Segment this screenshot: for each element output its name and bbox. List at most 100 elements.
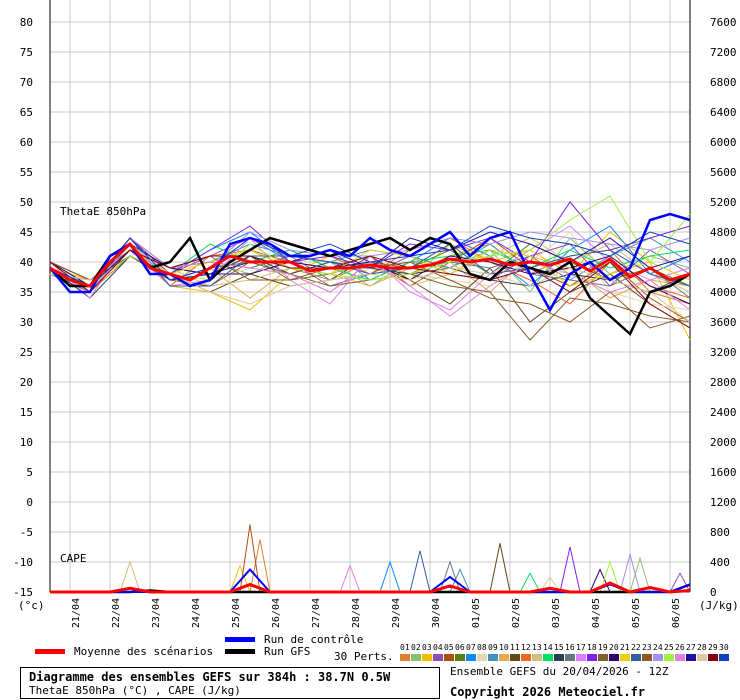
legend-gfs-label: Run GFS bbox=[264, 645, 311, 658]
left-tick-label: 65 bbox=[20, 106, 33, 119]
pert-03-cape-line bbox=[50, 564, 690, 593]
pert-legend-swatch bbox=[455, 654, 465, 661]
right-tick-label: 3600 bbox=[710, 316, 737, 329]
left-tick-label: 75 bbox=[20, 46, 33, 59]
right-tick-label: 6000 bbox=[710, 136, 737, 149]
x-tick-label: 23/04 bbox=[151, 598, 162, 628]
x-tick-label: 01/05 bbox=[471, 598, 482, 628]
pert-legend-swatch bbox=[609, 654, 619, 661]
pert-legend-swatch bbox=[444, 654, 454, 661]
pert-legend-number: 06 bbox=[455, 643, 465, 652]
pert-legend-swatch bbox=[587, 654, 597, 661]
pert-legend-number: 16 bbox=[565, 643, 575, 652]
left-tick-label: 25 bbox=[20, 346, 33, 359]
right-tick-label: 800 bbox=[710, 526, 730, 539]
left-tick-label: 50 bbox=[20, 196, 33, 209]
pert-legend-swatch bbox=[719, 654, 729, 661]
x-tick-label: 02/05 bbox=[511, 598, 522, 628]
pert-legend-number: 15 bbox=[554, 643, 564, 652]
right-tick-label: 4800 bbox=[710, 226, 737, 239]
pert-07-cape-line bbox=[50, 560, 690, 593]
left-axis-unit: (°c) bbox=[18, 599, 45, 612]
pert-legend-swatch bbox=[543, 654, 553, 661]
pert-legend-number: 03 bbox=[422, 643, 432, 652]
pert-legend-number: 22 bbox=[631, 643, 641, 652]
right-tick-label: 2000 bbox=[710, 436, 737, 449]
x-tick-label: 27/04 bbox=[311, 598, 322, 628]
x-tick-label: 30/04 bbox=[431, 598, 442, 628]
x-tick-label: 28/04 bbox=[351, 598, 362, 628]
right-tick-label: 3200 bbox=[710, 346, 737, 359]
pert-legend-swatch bbox=[466, 654, 476, 661]
pert-legend-swatch bbox=[576, 654, 586, 661]
right-tick-label: 0 bbox=[710, 586, 717, 599]
pert-legend-swatch bbox=[411, 654, 421, 661]
x-tick-label: 25/04 bbox=[231, 598, 242, 628]
pert-legend-number: 28 bbox=[697, 643, 707, 652]
pert-24-cape-line bbox=[50, 552, 690, 593]
mean-cape-line bbox=[50, 581, 691, 594]
pert-legend-swatch bbox=[708, 654, 718, 661]
pert-legend-number: 14 bbox=[543, 643, 553, 652]
legend-mean-label: Moyenne des scénarios bbox=[74, 645, 214, 658]
left-tick-label: 10 bbox=[20, 436, 33, 449]
right-tick-label: 7600 bbox=[710, 16, 737, 29]
pert-22-cape-line bbox=[50, 550, 690, 593]
right-tick-label: 6800 bbox=[710, 76, 737, 89]
pert-legend-number: 04 bbox=[433, 643, 443, 652]
left-tick-label: 55 bbox=[20, 166, 33, 179]
left-tick-label: 35 bbox=[20, 286, 33, 299]
left-tick-label: 40 bbox=[20, 256, 33, 269]
pert-legend-number: 25 bbox=[664, 643, 674, 652]
pert-legend-swatch bbox=[653, 654, 663, 661]
pert-legend-swatch bbox=[642, 654, 652, 661]
left-tick-label: -15 bbox=[13, 586, 33, 599]
legend-control-swatch bbox=[225, 637, 255, 642]
pert-legend-swatch bbox=[532, 654, 542, 661]
left-tick-label: 70 bbox=[20, 76, 33, 89]
x-tick-label: 06/05 bbox=[671, 598, 682, 628]
x-tick-label: 04/05 bbox=[591, 598, 602, 628]
pert-legend-number: 24 bbox=[653, 643, 663, 652]
pert-28-thetae-line bbox=[49, 243, 691, 323]
left-tick-label: 30 bbox=[20, 316, 33, 329]
pert-legend-number: 02 bbox=[411, 643, 421, 652]
left-tick-label: -5 bbox=[20, 526, 33, 539]
pert-legend-swatch bbox=[400, 654, 410, 661]
pert-legend-swatch bbox=[620, 654, 630, 661]
pert-legend-number: 11 bbox=[510, 643, 520, 652]
pert-legend-swatch bbox=[521, 654, 531, 661]
pert-legend-swatch bbox=[477, 654, 487, 661]
pert-legend-number: 23 bbox=[642, 643, 652, 652]
right-tick-label: 4000 bbox=[710, 286, 737, 299]
pert-legend-number: 09 bbox=[488, 643, 498, 652]
left-tick-label: 5 bbox=[26, 466, 33, 479]
pert-legend-number: 19 bbox=[598, 643, 608, 652]
title-box: Diagramme des ensembles GEFS sur 384h : … bbox=[20, 667, 440, 699]
x-tick-label: 24/04 bbox=[191, 598, 202, 628]
pert-29-thetae-line bbox=[49, 249, 691, 329]
right-tick-label: 5200 bbox=[710, 196, 737, 209]
x-tick-label: 05/05 bbox=[631, 598, 642, 628]
pert-legend-swatch bbox=[565, 654, 575, 661]
gfs-thetae-line bbox=[49, 235, 691, 337]
legend-perts-label: 30 Perts. bbox=[334, 650, 394, 663]
pert-legend-swatch bbox=[686, 654, 696, 661]
left-tick-label: 45 bbox=[20, 226, 33, 239]
pert-legend-swatch bbox=[697, 654, 707, 661]
mean-thetae-line bbox=[49, 241, 691, 288]
left-tick-label: -10 bbox=[13, 556, 33, 569]
right-tick-label: 400 bbox=[710, 556, 730, 569]
pert-legend-number: 29 bbox=[708, 643, 718, 652]
pert-legend-number: 30 bbox=[719, 643, 729, 652]
left-tick-label: 20 bbox=[20, 376, 33, 389]
pert-legend-swatch bbox=[554, 654, 564, 661]
right-tick-label: 4400 bbox=[710, 256, 737, 269]
pert-legend-swatch bbox=[499, 654, 509, 661]
right-tick-label: 1200 bbox=[710, 496, 737, 509]
legend-mean-swatch bbox=[35, 649, 65, 654]
run-info: Ensemble GEFS du 20/04/2026 - 12Z bbox=[450, 665, 669, 678]
pert-legend-number: 08 bbox=[477, 643, 487, 652]
pert-18-cape-line bbox=[50, 546, 690, 593]
